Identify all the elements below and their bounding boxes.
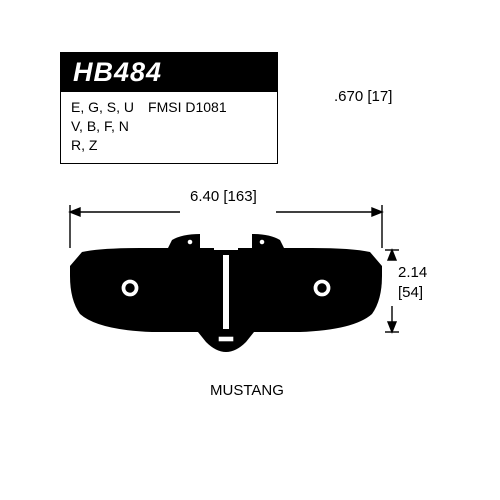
diagram-svg (0, 0, 500, 500)
brake-pad-shape (70, 232, 382, 352)
